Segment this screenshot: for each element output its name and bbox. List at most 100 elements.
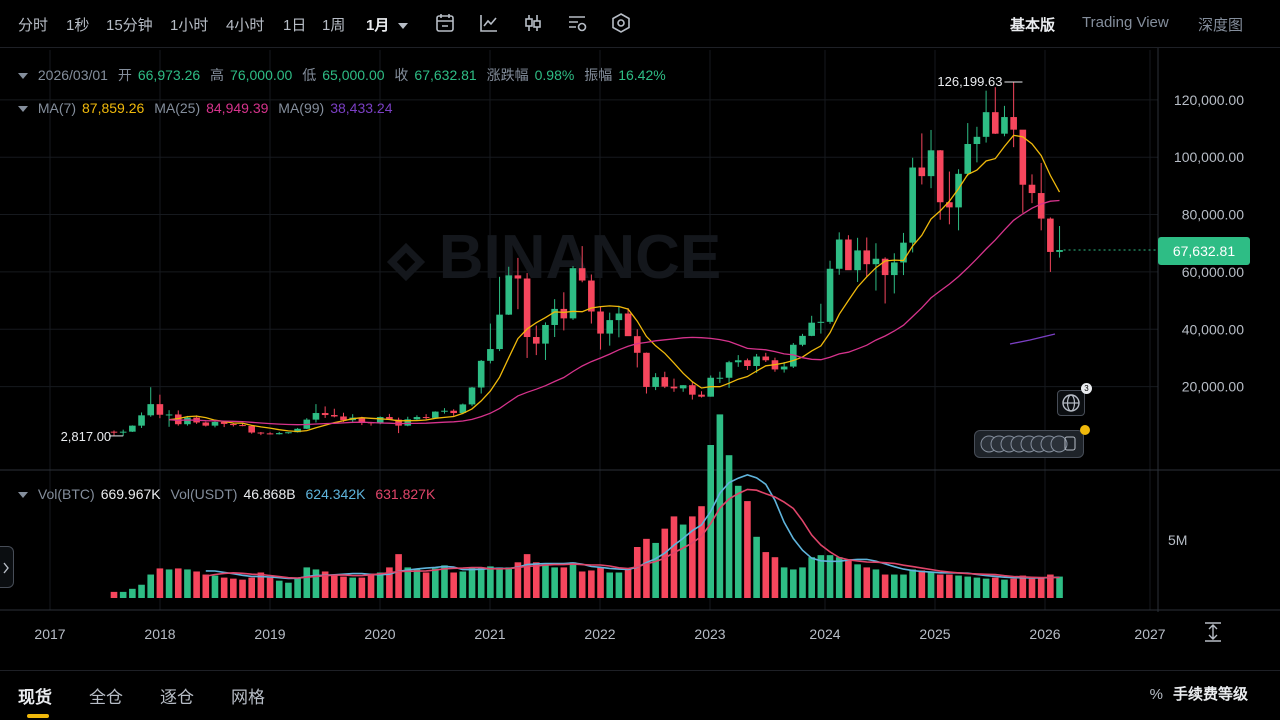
view-depth[interactable]: 深度图 <box>1198 17 1244 34</box>
price-markers: 126,199.63 2,817.00 <box>61 74 1158 444</box>
volume-bar <box>505 567 513 598</box>
volume-bar <box>597 567 604 598</box>
candle-body <box>487 349 494 361</box>
volume-bar <box>193 571 200 598</box>
view-basic[interactable]: 基本版 <box>1010 17 1056 34</box>
close-label: 收 <box>394 67 409 83</box>
candle-body <box>477 360 485 388</box>
volume-bar <box>891 574 898 598</box>
candle-body <box>955 173 962 208</box>
volume-axis-label: 5M <box>1168 532 1187 548</box>
candle-body <box>643 352 650 387</box>
volume-bar <box>395 554 402 598</box>
candle-body <box>202 422 210 426</box>
fee-tier-button[interactable]: % 手续费等级 <box>1150 683 1248 704</box>
tab-isolated[interactable]: 逐仓 <box>160 688 194 707</box>
candle-body <box>395 419 402 426</box>
line-chart-icon[interactable] <box>478 12 500 34</box>
collapse-caret-icon[interactable] <box>18 73 28 80</box>
volume-bar <box>312 569 320 598</box>
volume-bar <box>266 577 274 598</box>
candle-body <box>165 414 173 416</box>
candle-body <box>110 431 118 433</box>
candle-body <box>266 433 274 435</box>
candle-body <box>762 356 770 361</box>
candle-body <box>321 413 329 416</box>
time-axis-label: 2023 <box>694 626 725 642</box>
candle-body <box>615 313 623 321</box>
ma-info: MA(7) 87,859.26 MA(25) 84,949.39 MA(99) 38,… <box>18 100 399 116</box>
tab-grid[interactable]: 网格 <box>231 688 265 707</box>
fit-screen-icon[interactable] <box>1205 622 1221 642</box>
price-axis-label: 80,000.00 <box>1182 207 1244 223</box>
volume-ma2-line <box>205 488 1060 579</box>
volume-bar <box>340 576 347 598</box>
tab-cross[interactable]: 全仓 <box>89 688 123 707</box>
candle-body <box>652 377 659 387</box>
candle-body <box>257 432 265 434</box>
volume-bar <box>808 557 815 598</box>
volume-bar <box>441 565 448 598</box>
volume-bar <box>211 575 219 598</box>
volume-bar <box>973 577 981 598</box>
volume-bar <box>707 445 714 598</box>
ma99-label: MA(99) <box>278 100 325 116</box>
collapse-caret-icon[interactable] <box>18 492 28 499</box>
candle-body <box>835 239 843 269</box>
candle-body <box>881 258 889 276</box>
volume-bar <box>184 569 191 598</box>
globe-button[interactable] <box>1057 390 1085 416</box>
avatar-stack-button[interactable] <box>974 430 1084 458</box>
candle-body <box>376 417 384 424</box>
timeframe-1h[interactable]: 1小时 <box>170 17 209 34</box>
timeframe-1mo[interactable]: 1月 <box>366 14 414 35</box>
volume-bar <box>1037 577 1045 598</box>
volume-bar <box>643 538 650 598</box>
candle-style-icon[interactable] <box>522 12 544 34</box>
volume-bar <box>321 571 329 598</box>
timeframe-1w[interactable]: 1周 <box>322 17 346 34</box>
volume-bar <box>1010 578 1017 598</box>
volume-bar <box>560 567 568 598</box>
tab-spot[interactable]: 现货 <box>18 688 52 707</box>
volume-bar <box>551 567 558 598</box>
calendar-replay-icon[interactable] <box>434 12 456 34</box>
candle-body <box>973 136 981 145</box>
timeframe-15m[interactable]: 15分钟 <box>106 17 153 34</box>
side-expand-tab[interactable] <box>0 546 14 588</box>
hexagon-settings-icon[interactable] <box>610 12 632 34</box>
candle-body <box>505 275 513 315</box>
time-axis-label: 2019 <box>254 626 285 642</box>
candle-body <box>661 377 669 387</box>
candle-body <box>294 428 301 433</box>
candles <box>110 82 1063 436</box>
ma7-value: 87,859.26 <box>82 100 145 116</box>
candle-body <box>946 202 953 208</box>
volume-bar <box>376 572 384 598</box>
collapse-caret-icon[interactable] <box>18 106 28 113</box>
candle-body <box>441 410 448 412</box>
candle-body <box>1047 218 1054 252</box>
candle-body <box>275 433 283 435</box>
timeframe-1d[interactable]: 1日 <box>283 17 307 34</box>
volume-bar <box>147 574 155 598</box>
kline-chart[interactable]: BINANCE 120,000.00 100,000.00 80,000.00 60,… <box>0 48 1280 670</box>
chart-toolbar: 分时 1秒 15分钟 1小时 4小时 1日 1周 1月 基本版 Trading … <box>0 0 1280 48</box>
volume-bar <box>900 574 907 598</box>
volume-bar <box>367 573 375 598</box>
volume-bar <box>248 577 255 598</box>
candle-body <box>211 421 219 426</box>
timeframe-tick[interactable]: 分时 <box>18 17 49 34</box>
candle-body <box>991 112 999 134</box>
timeframe-1s[interactable]: 1秒 <box>66 17 90 34</box>
candle-body <box>1028 184 1036 194</box>
candle-body <box>909 167 916 243</box>
candle-body <box>1019 129 1027 185</box>
indicator-settings-icon[interactable] <box>566 12 588 34</box>
ma25-line <box>169 199 1060 426</box>
price-axis-label: 100,000.00 <box>1174 149 1244 165</box>
view-tradingview[interactable]: Trading View <box>1082 14 1169 31</box>
candle-body <box>606 320 614 334</box>
candle-body <box>679 385 687 389</box>
timeframe-4h[interactable]: 4小时 <box>226 17 265 34</box>
